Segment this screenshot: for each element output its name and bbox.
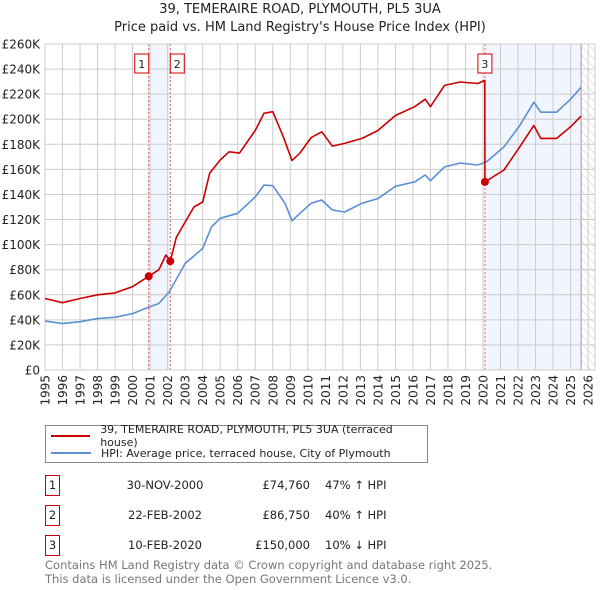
x-tick-label: 1996 bbox=[56, 375, 70, 406]
y-tick-label: £220K bbox=[2, 88, 42, 102]
x-tick-label: 2014 bbox=[371, 375, 385, 406]
sale-label-box bbox=[477, 53, 493, 74]
x-tick-label: 2022 bbox=[512, 375, 526, 406]
x-tick-label: 2017 bbox=[424, 375, 438, 406]
x-tick-label: 2016 bbox=[406, 375, 420, 406]
x-tick-label: 1999 bbox=[109, 375, 123, 406]
x-tick-label: 2015 bbox=[389, 375, 403, 406]
transaction-hpi: 10% ↓ HPI bbox=[325, 538, 387, 552]
y-tick-label: £120K bbox=[2, 213, 42, 227]
series-line bbox=[44, 79, 582, 304]
chart-subtitle: Price paid vs. HM Land Registry's House … bbox=[114, 20, 486, 35]
y-tick-label: £180K bbox=[2, 138, 42, 152]
x-tick-label: 2002 bbox=[161, 375, 175, 406]
y-tick-label: £0 bbox=[25, 364, 40, 378]
x-tick-label: 2003 bbox=[179, 375, 193, 406]
x-tick-label: 1998 bbox=[91, 375, 105, 406]
transaction-number: 1 bbox=[45, 475, 60, 496]
x-tick-label: 2000 bbox=[126, 375, 140, 406]
x-tick-label: 2018 bbox=[441, 375, 455, 406]
x-tick-label: 2012 bbox=[336, 375, 350, 406]
x-tick-label: 2010 bbox=[301, 375, 315, 406]
transaction-date: 10-FEB-2020 bbox=[128, 538, 202, 552]
footer-line: Contains HM Land Registry data © Crown c… bbox=[45, 558, 493, 572]
chart-title: 39, TEMERAIRE ROAD, PLYMOUTH, PL5 3UA bbox=[159, 2, 441, 17]
x-tick-label: 2025 bbox=[564, 375, 578, 406]
transaction-price: £86,750 bbox=[262, 508, 310, 522]
sale-label: 3 bbox=[481, 58, 488, 71]
shaded-period bbox=[484, 44, 582, 370]
shaded-period bbox=[148, 44, 171, 370]
y-tick-label: £200K bbox=[2, 113, 42, 127]
y-tick-label: £140K bbox=[2, 188, 42, 202]
x-tick-label: 2021 bbox=[494, 375, 508, 406]
y-tick-label: £60K bbox=[9, 288, 41, 302]
transaction-number: 2 bbox=[45, 505, 60, 526]
x-tick-label: 1997 bbox=[74, 375, 88, 406]
sale-label: 1 bbox=[138, 58, 145, 71]
footer-attribution: Contains HM Land Registry data © Crown c… bbox=[45, 558, 492, 586]
x-tick-label: 2001 bbox=[144, 375, 158, 406]
transaction-hpi: 47% ↑ HPI bbox=[325, 478, 387, 492]
sale-marker bbox=[480, 177, 489, 186]
y-tick-label: £20K bbox=[9, 338, 41, 352]
sale-label-box bbox=[169, 53, 185, 74]
x-tick-label: 2009 bbox=[284, 375, 298, 406]
y-tick-label: £260K bbox=[2, 38, 42, 52]
transaction-price: £150,000 bbox=[255, 538, 310, 552]
y-tick-label: £240K bbox=[2, 63, 42, 77]
transaction-row: 2 22-FEB-2002 £86,750 40% ↑ HPI bbox=[45, 505, 445, 526]
x-tick-label: 2020 bbox=[477, 375, 491, 406]
x-tick-label: 2005 bbox=[214, 375, 228, 406]
x-tick-label: 2013 bbox=[354, 375, 368, 406]
x-tick-label: 2004 bbox=[196, 375, 210, 406]
sale-label-box bbox=[134, 53, 150, 74]
sale-marker bbox=[166, 257, 175, 266]
x-tick-label: 2019 bbox=[459, 375, 473, 406]
y-tick-label: £100K bbox=[2, 238, 42, 252]
x-tick-label: 2026 bbox=[582, 375, 596, 406]
transaction-date: 22-FEB-2002 bbox=[128, 508, 202, 522]
x-tick-label: 1995 bbox=[39, 375, 53, 406]
x-tick-label: 2006 bbox=[231, 375, 245, 406]
y-tick-label: £160K bbox=[2, 163, 42, 177]
x-tick-label: 2023 bbox=[529, 375, 543, 406]
transaction-row: 1 30-NOV-2000 £74,760 47% ↑ HPI bbox=[45, 475, 445, 496]
y-tick-label: £40K bbox=[9, 313, 41, 327]
sale-marker bbox=[144, 272, 153, 281]
legend-swatch-blue bbox=[51, 452, 91, 454]
x-tick-label: 2007 bbox=[249, 375, 263, 406]
chart-legend: 39, TEMERAIRE ROAD, PLYMOUTH, PL5 3UA (t… bbox=[45, 423, 428, 463]
y-tick-label: £80K bbox=[9, 263, 41, 277]
x-tick-label: 2024 bbox=[547, 375, 561, 406]
plot-border bbox=[44, 43, 596, 371]
legend-swatch-red bbox=[51, 435, 91, 437]
legend-item-property: 39, TEMERAIRE ROAD, PLYMOUTH, PL5 3UA (t… bbox=[46, 423, 427, 449]
series-line bbox=[44, 86, 582, 325]
legend-label: HPI: Average price, terraced house, City… bbox=[101, 446, 391, 460]
transaction-price: £74,760 bbox=[262, 478, 310, 492]
footer-line: This data is licensed under the Open Gov… bbox=[45, 572, 412, 586]
sale-label: 2 bbox=[174, 58, 181, 71]
x-tick-label: 2011 bbox=[319, 375, 333, 406]
transaction-row: 3 10-FEB-2020 £150,000 10% ↓ HPI bbox=[45, 535, 445, 556]
transaction-date: 30-NOV-2000 bbox=[126, 478, 204, 492]
legend-item-hpi: HPI: Average price, terraced house, City… bbox=[46, 445, 391, 461]
x-tick-label: 2008 bbox=[266, 375, 280, 406]
legend-label: 39, TEMERAIRE ROAD, PLYMOUTH, PL5 3UA (t… bbox=[100, 423, 393, 449]
transaction-hpi: 40% ↑ HPI bbox=[325, 508, 387, 522]
transaction-number: 3 bbox=[45, 535, 60, 556]
